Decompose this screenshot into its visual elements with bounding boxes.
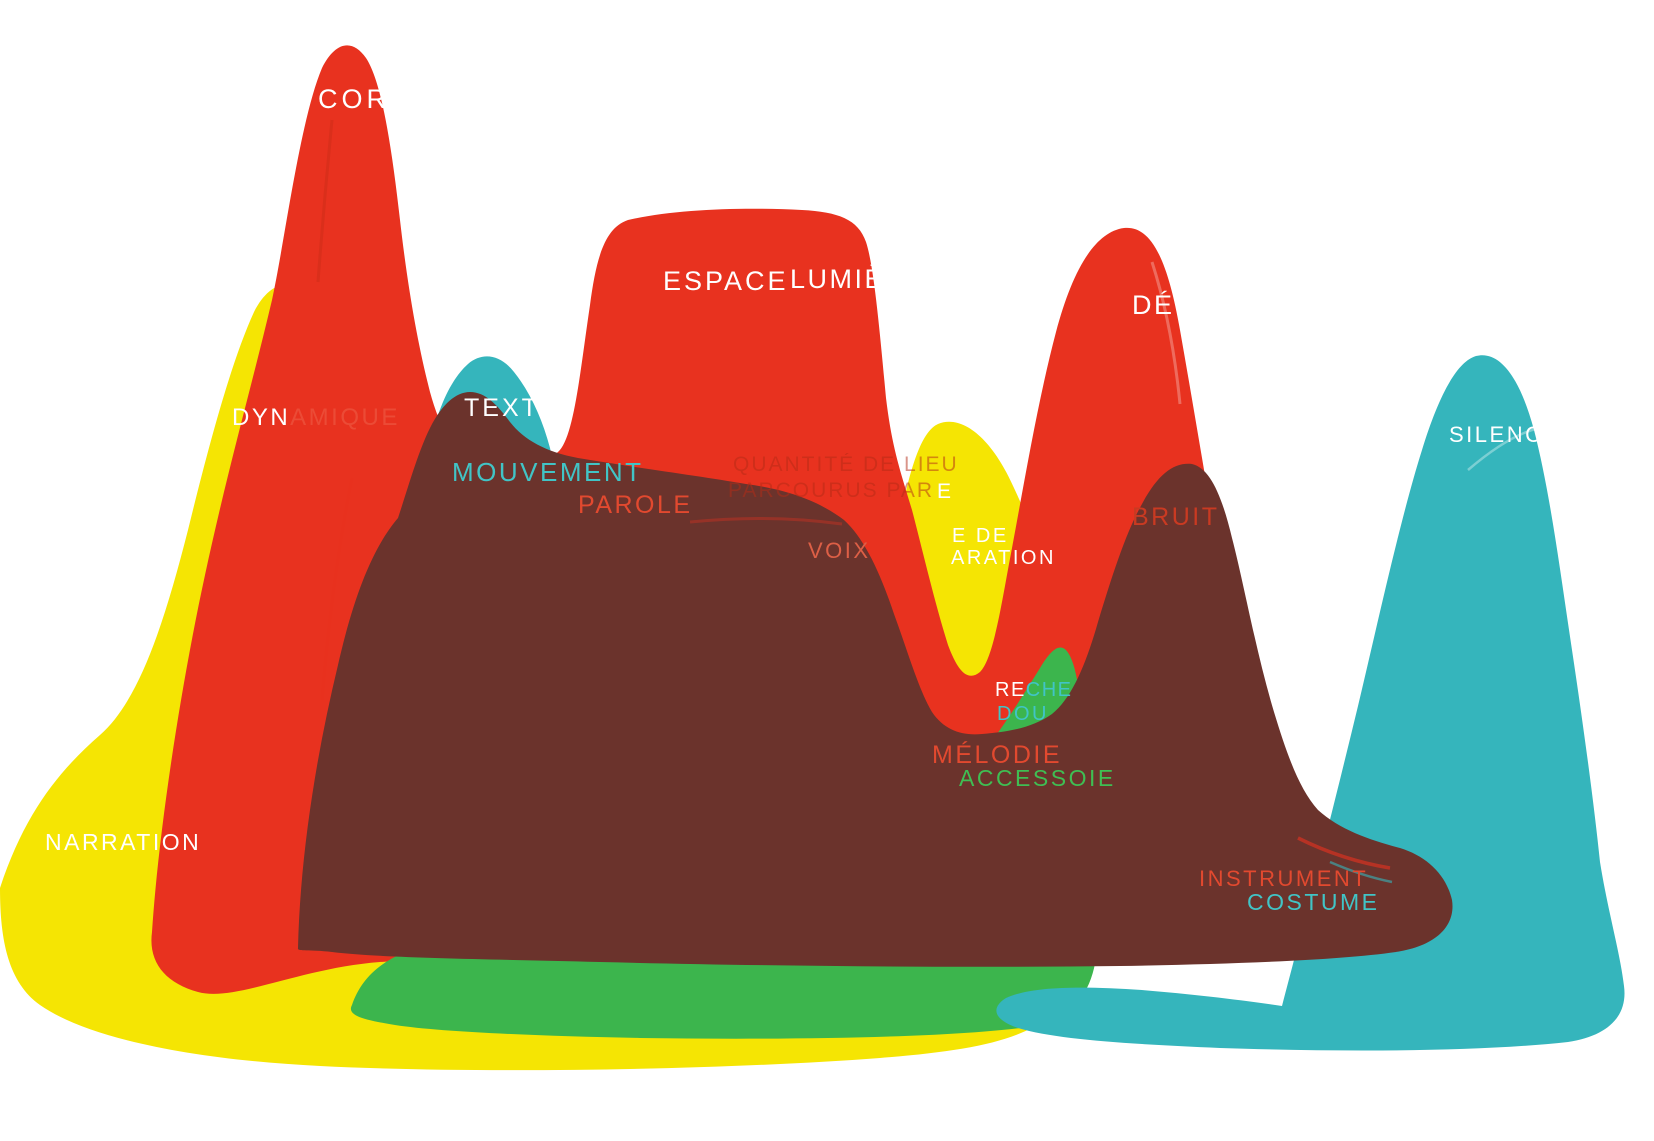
label-dynamique-visible: DYN — [232, 404, 291, 431]
label-silence: SILENCE — [1449, 422, 1561, 447]
label-decor: DÉCOR — [1132, 290, 1243, 320]
label-dou-fragment: DOU — [997, 703, 1049, 725]
label-ghost-line-end: E — [937, 480, 954, 503]
label-lumiere: LUMIÈRE — [790, 264, 928, 294]
label-e-de-fragment: E DE — [952, 525, 1009, 547]
label-instrument: INSTRUMENT — [1199, 866, 1369, 891]
label-melodie: MÉLODIE — [932, 741, 1063, 769]
label-texte: TEXTE — [464, 394, 560, 422]
label-espace: ESPACE — [663, 266, 789, 296]
label-quantite-de-lieu-ghost: QUANTITÉ DE LIEU — [733, 453, 959, 476]
label-dynamique-hidden: AMIQUE — [290, 404, 400, 431]
label-dynamique: DYNAMIQUE — [232, 406, 400, 430]
label-accessoie: ACCESSOIE — [959, 765, 1116, 791]
label-recherche-white-part: RE — [995, 679, 1026, 701]
label-recherche-fragment: RECHE — [995, 680, 1073, 700]
label-recherche-teal-part: CHE — [1025, 679, 1073, 701]
label-costume: COSTUME — [1247, 889, 1380, 915]
label-corps: CORPS — [318, 84, 435, 114]
label-parcourus-par-ghost: PARCOURUS PAR — [728, 479, 935, 502]
brown-overlap-shape — [297, 392, 1453, 967]
label-parole: PAROLE — [578, 491, 693, 519]
brush-texture — [316, 119, 1582, 884]
label-aration-fragment: ARATION — [951, 547, 1056, 569]
label-mouvement: MOUVEMENT — [452, 457, 644, 487]
label-bruit: BRUIT — [1132, 503, 1220, 531]
teal-silence-shape — [996, 355, 1625, 1051]
label-voix: VOIX — [808, 538, 871, 563]
label-narration: NARRATION — [45, 829, 202, 855]
